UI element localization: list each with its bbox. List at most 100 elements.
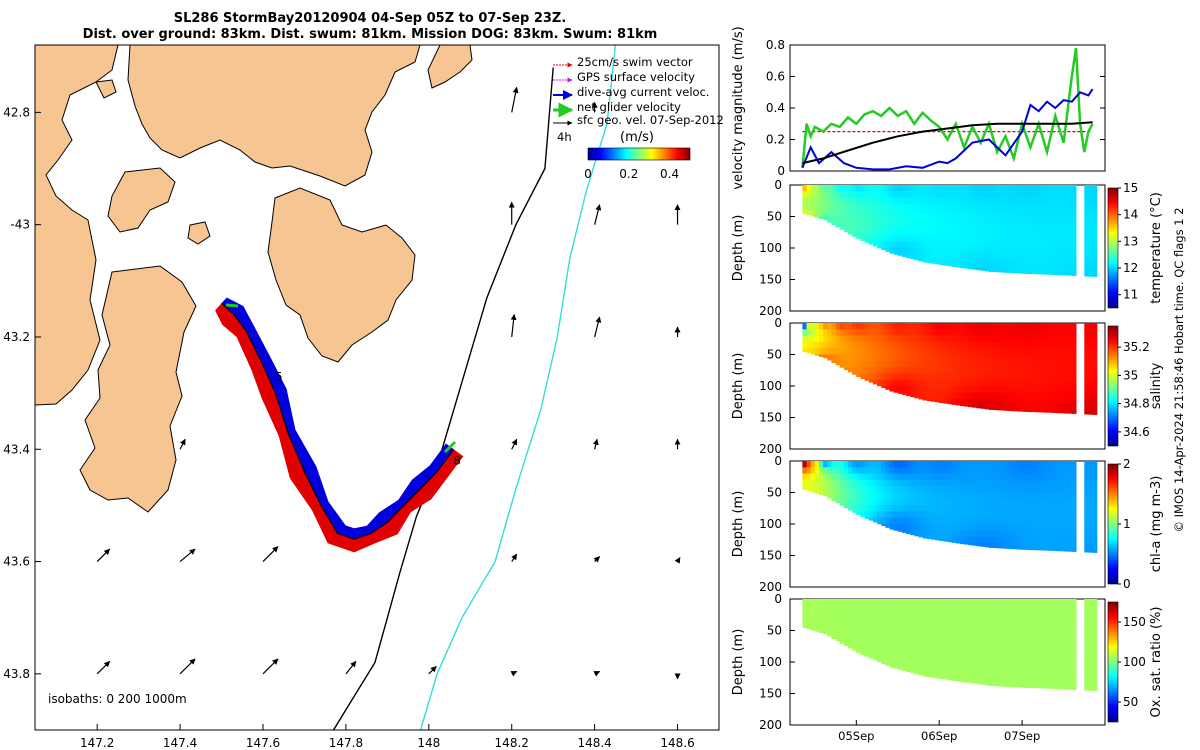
oxygen-section-cell: [947, 599, 953, 606]
salinity-section-cell: [976, 354, 982, 362]
chla-section-cell: [922, 524, 928, 531]
salinity-section-cell: [1034, 335, 1040, 343]
salinity-section-cell: [1047, 323, 1052, 330]
chla-section-cell: [955, 524, 961, 531]
chla-section-cell: [964, 511, 969, 519]
temperature-section-cell: [1092, 197, 1098, 205]
chla-section-cell: [1018, 511, 1023, 519]
oxygen-section-cell: [1059, 649, 1065, 657]
oxygen-section-cell: [922, 674, 928, 677]
temperature-section-cell: [922, 216, 928, 224]
oxygen-section-cell: [951, 668, 957, 676]
salinity-section-cell: [1038, 392, 1044, 400]
oxygen-section-cell: [856, 599, 861, 606]
chla-section-cell: [856, 492, 861, 500]
chla-section-cell: [864, 461, 870, 468]
oxygen-section-cell: [1026, 662, 1031, 669]
chla-section-cell: [1092, 498, 1098, 506]
chla-section-cell: [848, 467, 853, 475]
temperature-section-cell: [1001, 185, 1007, 192]
salinity-section-cell: [1051, 386, 1056, 393]
oxygen-section-cell: [926, 636, 932, 644]
temperature-section-cell: [951, 241, 957, 249]
chla-section-cell: [1059, 479, 1065, 487]
temperature-section-cell: [1022, 197, 1027, 205]
chla-section-cell: [939, 530, 944, 538]
oxygen-section-cell: [1051, 668, 1056, 676]
oxygen-section-cell: [1001, 630, 1007, 638]
chla-section-cell: [984, 536, 990, 544]
temperature-section-cell: [964, 248, 969, 255]
chla-section-cell: [897, 524, 903, 531]
temperature-section-cell: [1038, 216, 1044, 224]
velocity-ylabel: velocity magnitude (m/s): [731, 26, 746, 189]
chla-section-cell: [968, 467, 973, 475]
oxygen-section-cell: [831, 611, 837, 619]
salinity-section-cell: [906, 373, 911, 381]
oxygen-section-cell: [1001, 611, 1007, 619]
chla-section-cell: [976, 524, 982, 531]
chla-section-cell: [860, 467, 866, 475]
oxygen-section-cell: [868, 655, 874, 659]
salinity-section-cell: [997, 373, 1002, 381]
chla-section-cell: [1092, 461, 1098, 468]
oxygen-section-cell: [980, 680, 986, 685]
temperature-section-cell: [1042, 222, 1048, 230]
chla-section-cell: [1067, 549, 1073, 552]
oxygen-section-cell: [868, 617, 874, 625]
chla-section-cell: [835, 479, 841, 487]
oxygen-section-cell: [835, 605, 841, 613]
oxygen-section-cell: [1030, 674, 1036, 682]
temperature-section-cell: [988, 203, 994, 211]
temperature-section-cell: [1063, 222, 1069, 230]
oxygen-section-cell: [856, 636, 861, 644]
oxygen-section-y-tick-label-1: 50: [767, 624, 782, 638]
salinity-section-cell: [1034, 404, 1040, 412]
chla-section-cell: [1001, 467, 1007, 475]
oxygen-section-cell: [959, 611, 965, 619]
chla-section-cell: [889, 486, 895, 494]
salinity-section-cell: [964, 392, 969, 400]
chla-section-cell: [988, 517, 994, 525]
salinity-section-cell: [860, 373, 866, 379]
temperature-section-cell: [926, 185, 932, 192]
oxygen-section-cell: [1084, 680, 1089, 688]
chla-section-cell: [897, 511, 903, 519]
chla-section-cell: [930, 536, 936, 540]
chla-section-cell: [972, 479, 978, 487]
oxygen-section-cell: [868, 630, 874, 638]
oxygen-section-cell: [1022, 611, 1027, 619]
chla-section-cell: [972, 467, 978, 475]
salinity-section-cell: [856, 360, 861, 368]
salinity-section-cell: [922, 360, 928, 368]
chla-section-cell: [918, 486, 924, 494]
oxygen-section-cell: [1034, 617, 1040, 625]
temperature-section-cell: [993, 191, 998, 199]
salinity-section-cell: [1063, 392, 1069, 400]
salinity-section-cell: [1026, 411, 1031, 412]
chla-section-cell: [1030, 492, 1036, 500]
oxygen-section-cell: [935, 643, 940, 650]
temperature-section-cell: [968, 235, 973, 243]
temperature-section-cell: [930, 197, 936, 205]
salinity-section-cell: [885, 329, 890, 337]
temperature-section-cell: [856, 235, 861, 240]
temperature-section-cell: [1059, 216, 1065, 224]
chla-section-cell: [906, 479, 911, 487]
oxygen-section-cell: [1018, 662, 1023, 669]
salinity-section-cell: [984, 354, 990, 362]
salinity-section-cell: [1038, 379, 1044, 387]
temperature-section-cell: [1009, 197, 1015, 205]
temperature-section-cell: [1042, 229, 1048, 236]
chla-section-cell: [926, 536, 932, 540]
chla-section-cell: [1047, 498, 1052, 506]
temperature-section-cell: [1030, 203, 1036, 211]
chla-section-cell: [988, 524, 994, 531]
chla-section-cell: [914, 492, 919, 500]
temperature-section-cell: [872, 222, 878, 230]
temperature-section-cell: [955, 248, 961, 255]
chla-section-cell: [910, 530, 915, 536]
chla-section-cell: [1018, 467, 1023, 475]
chla-section-cell: [1059, 542, 1065, 550]
temperature-section-cell: [881, 185, 886, 192]
